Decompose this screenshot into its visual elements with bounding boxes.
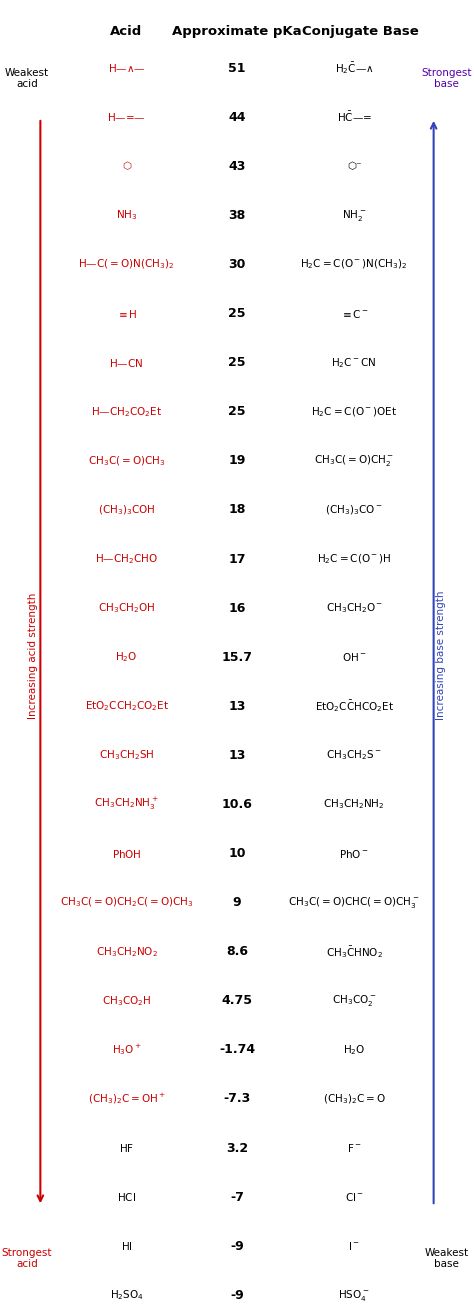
Text: $\rm I^-$: $\rm I^-$ — [348, 1240, 360, 1252]
Text: $\rm EtO_2C\bar{C}HCO_2Et$: $\rm EtO_2C\bar{C}HCO_2Et$ — [315, 699, 393, 714]
Text: $\rm H_2C=C(O^-)N(CH_3)_2$: $\rm H_2C=C(O^-)N(CH_3)_2$ — [301, 258, 408, 271]
Text: 13: 13 — [228, 749, 246, 762]
Text: $\rm CH_3C(=O)CHC(=O)CH_3^-$: $\rm CH_3C(=O)CHC(=O)CH_3^-$ — [288, 895, 420, 910]
Text: 10: 10 — [228, 847, 246, 860]
Text: $\rm CH_3C(=O)CH_3$: $\rm CH_3C(=O)CH_3$ — [88, 454, 165, 468]
Text: -1.74: -1.74 — [219, 1044, 255, 1057]
Text: $\rm CH_3CO_2^-$: $\rm CH_3CO_2^-$ — [332, 994, 376, 1008]
Text: $\rm H—CN$: $\rm H—CN$ — [109, 357, 144, 368]
Text: $\rm (CH_3)_2C=OH^+$: $\rm (CH_3)_2C=OH^+$ — [88, 1092, 165, 1106]
Text: 38: 38 — [228, 208, 246, 222]
Text: 4.75: 4.75 — [221, 994, 253, 1007]
Text: $\rm \equiv H$: $\rm \equiv H$ — [116, 308, 137, 320]
Text: Conjugate Base: Conjugate Base — [302, 25, 419, 38]
Text: 51: 51 — [228, 62, 246, 75]
Text: 25: 25 — [228, 405, 246, 418]
Text: $\rm \equiv C^-$: $\rm \equiv C^-$ — [340, 308, 368, 320]
Text: 8.6: 8.6 — [226, 945, 248, 958]
Text: $\rm CH_3CO_2H$: $\rm CH_3CO_2H$ — [102, 994, 151, 1008]
Text: Acid: Acid — [110, 25, 143, 38]
Text: Increasing base strength: Increasing base strength — [436, 591, 446, 720]
Text: $\rm (CH_3)_3CO^-$: $\rm (CH_3)_3CO^-$ — [325, 503, 383, 517]
Text: 25: 25 — [228, 307, 246, 320]
Text: $\rm NH_3$: $\rm NH_3$ — [116, 208, 137, 223]
Text: -9: -9 — [230, 1240, 244, 1253]
Text: $\rm PhOH$: $\rm PhOH$ — [112, 847, 141, 860]
Text: 25: 25 — [228, 357, 246, 370]
Text: $\rm H$—∧—: $\rm H$—∧— — [108, 62, 146, 75]
Text: -9: -9 — [230, 1289, 244, 1302]
Text: 18: 18 — [228, 503, 246, 517]
Text: 9: 9 — [233, 897, 241, 909]
Text: $\rm CH_3CH_2S^-$: $\rm CH_3CH_2S^-$ — [326, 749, 382, 762]
Text: 16: 16 — [228, 602, 246, 615]
Text: $\rm H_2SO_4$: $\rm H_2SO_4$ — [109, 1289, 144, 1302]
Text: $\rm OH^-$: $\rm OH^-$ — [342, 652, 366, 663]
Text: $\rm PhO^-$: $\rm PhO^-$ — [339, 847, 369, 860]
Text: Weakest
acid: Weakest acid — [5, 68, 49, 89]
Text: $\rm CH_3CH_2NH_2$: $\rm CH_3CH_2NH_2$ — [323, 797, 385, 812]
Text: $\rm H\bar{C}$—=: $\rm H\bar{C}$—= — [337, 110, 372, 125]
Text: $\rm (CH_3)_3COH$: $\rm (CH_3)_3COH$ — [98, 503, 155, 517]
Text: $\rm CH_3CH_2O^-$: $\rm CH_3CH_2O^-$ — [326, 602, 383, 615]
Text: $\rm H_2C^-CN$: $\rm H_2C^-CN$ — [331, 355, 377, 370]
Text: $\rm CH_3C(=O)CH_2C(=O)CH_3$: $\rm CH_3C(=O)CH_2C(=O)CH_3$ — [60, 895, 193, 910]
Text: ⬡⁻: ⬡⁻ — [347, 161, 361, 172]
Text: 10.6: 10.6 — [221, 798, 253, 812]
Text: $\rm H—CH_2CHO$: $\rm H—CH_2CHO$ — [95, 552, 158, 566]
Text: -7.3: -7.3 — [223, 1092, 251, 1105]
Text: $\rm (CH_3)_2C=O$: $\rm (CH_3)_2C=O$ — [323, 1092, 385, 1105]
Text: $\rm EtO_2CCH_2CO_2Et$: $\rm EtO_2CCH_2CO_2Et$ — [84, 699, 169, 713]
Text: 19: 19 — [228, 455, 246, 467]
Text: $\rm CH_3CH_2SH$: $\rm CH_3CH_2SH$ — [99, 749, 154, 762]
Text: 30: 30 — [228, 258, 246, 271]
Text: Weakest
base: Weakest base — [425, 1248, 469, 1269]
Text: $\rm H_2C=C(O^-)H$: $\rm H_2C=C(O^-)H$ — [317, 552, 391, 566]
Text: $\rm H_2O$: $\rm H_2O$ — [343, 1044, 365, 1057]
Text: 43: 43 — [228, 160, 246, 173]
Text: 3.2: 3.2 — [226, 1142, 248, 1155]
Text: $\rm H_2\bar{C}$—∧: $\rm H_2\bar{C}$—∧ — [335, 60, 374, 76]
Text: $\rm CH_3\bar{C}HNO_2$: $\rm CH_3\bar{C}HNO_2$ — [326, 944, 383, 960]
Text: Strongest
base: Strongest base — [422, 68, 472, 89]
Text: $\rm CH_3CH_2NH_3^+$: $\rm CH_3CH_2NH_3^+$ — [94, 796, 159, 813]
Text: ⬡: ⬡ — [122, 161, 131, 172]
Text: $\rm H—C(=O)N(CH_3)_2$: $\rm H—C(=O)N(CH_3)_2$ — [78, 258, 175, 271]
Text: -7: -7 — [230, 1190, 244, 1203]
Text: $\rm HF$: $\rm HF$ — [119, 1142, 134, 1154]
Text: 13: 13 — [228, 700, 246, 713]
Text: Approximate pKa: Approximate pKa — [172, 25, 302, 38]
Text: 17: 17 — [228, 552, 246, 565]
Text: $\rm CH_3CH_2OH$: $\rm CH_3CH_2OH$ — [98, 602, 155, 615]
Text: Increasing acid strength: Increasing acid strength — [28, 593, 38, 718]
Text: $\rm CH_3C(=O)CH_2^-$: $\rm CH_3C(=O)CH_2^-$ — [314, 454, 394, 468]
Text: $\rm F^-$: $\rm F^-$ — [346, 1142, 362, 1154]
Text: 44: 44 — [228, 110, 246, 123]
Text: $\rm NH_2^-$: $\rm NH_2^-$ — [342, 208, 366, 223]
Text: $\rm HCl$: $\rm HCl$ — [117, 1192, 136, 1203]
Text: $\rm H—CH_2CO_2Et$: $\rm H—CH_2CO_2Et$ — [91, 405, 162, 418]
Text: $\rm H$—=—: $\rm H$—=— — [107, 111, 146, 123]
Text: $\rm CH_3CH_2NO_2$: $\rm CH_3CH_2NO_2$ — [96, 945, 157, 958]
Text: $\rm H_2O$: $\rm H_2O$ — [115, 650, 138, 665]
Text: Strongest
acid: Strongest acid — [2, 1248, 52, 1269]
Text: $\rm H_2C=C(O^-)OEt$: $\rm H_2C=C(O^-)OEt$ — [311, 405, 397, 418]
Text: $\rm Cl^-$: $\rm Cl^-$ — [345, 1192, 364, 1203]
Text: $\rm H_3O^+$: $\rm H_3O^+$ — [111, 1042, 141, 1057]
Text: $\rm HSO_4^-$: $\rm HSO_4^-$ — [338, 1287, 370, 1303]
Text: $\rm HI$: $\rm HI$ — [121, 1240, 132, 1252]
Text: 15.7: 15.7 — [221, 650, 253, 663]
